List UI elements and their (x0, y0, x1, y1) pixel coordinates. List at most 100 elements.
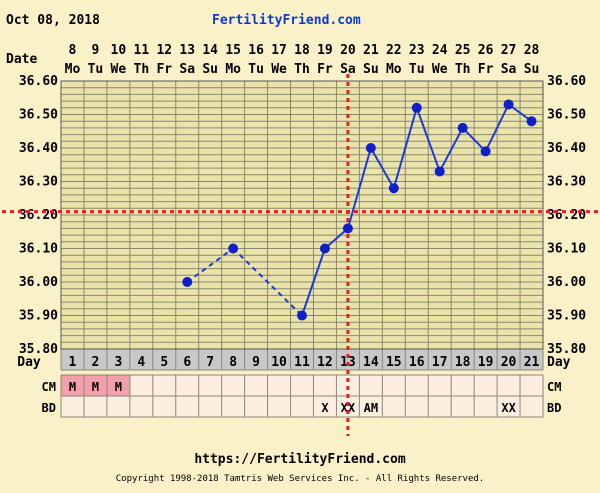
y-tick-label-left: 36.10 (19, 242, 58, 257)
temperature-point[interactable] (297, 310, 307, 321)
y-tick-label-right: 36.60 (547, 74, 586, 89)
date-label: 28 (524, 43, 540, 58)
cycle-day-label: 11 (294, 355, 310, 370)
cycle-day-label: 8 (229, 355, 237, 370)
temperature-point[interactable] (388, 183, 399, 194)
temperature-point[interactable] (503, 99, 514, 110)
bd-entry: XX (501, 401, 516, 415)
cm-row-bg (61, 375, 543, 396)
date-label: 8 (69, 43, 77, 58)
temperature-line (324, 227, 349, 250)
y-tick-label-right: 36.00 (547, 275, 586, 290)
y-tick-label-right: 35.90 (547, 309, 586, 324)
date-label: 15 (225, 43, 241, 58)
weekday-label: We (271, 62, 287, 77)
temperature-point[interactable] (480, 146, 491, 157)
bd-row-label-right: BD (547, 401, 561, 415)
cycle-day-label: 5 (160, 355, 168, 370)
temperature-point[interactable] (365, 143, 376, 153)
date-label: 23 (409, 43, 425, 58)
bd-entry: X (321, 401, 329, 415)
y-tick-label-right: 36.40 (547, 141, 586, 156)
weekday-label: We (432, 62, 448, 77)
cycle-day-label: 10 (271, 355, 287, 370)
date-label: 12 (156, 43, 172, 58)
date-label: 22 (386, 43, 402, 58)
cycle-day-label: 12 (317, 355, 333, 370)
weekday-label: Su (524, 62, 540, 77)
cm-entry: M (92, 380, 99, 394)
weekday-label: Mo (386, 62, 402, 77)
temperature-point[interactable] (434, 166, 445, 177)
y-tick-label-left: 36.00 (19, 275, 58, 290)
cm-row-label-left: CM (42, 380, 56, 394)
weekday-label: Th (455, 62, 471, 77)
cycle-day-label: 7 (206, 355, 214, 370)
temperature-line (301, 248, 326, 316)
weekday-label: Mo (225, 62, 241, 77)
plot-border (60, 80, 544, 350)
y-tick-label-right: 36.10 (547, 242, 586, 257)
cm-cell-fill (83, 375, 107, 396)
date-label: 20 (340, 43, 356, 58)
date-label: 19 (317, 43, 333, 58)
bd-row-label-left: BD (42, 401, 56, 415)
y-tick-label-left: 36.40 (19, 141, 58, 156)
date-label: 25 (455, 43, 471, 58)
cycle-day-label: 21 (524, 355, 540, 370)
weekday-label: Sa (501, 62, 517, 77)
temperature-point[interactable] (182, 277, 193, 287)
site-title[interactable]: FertilityFriend.com (212, 13, 361, 28)
temperature-point[interactable] (526, 116, 537, 127)
temperature-line (461, 127, 487, 153)
y-tick-label-right: 36.30 (547, 175, 586, 190)
day-row-label-left: Day (17, 355, 41, 370)
cm-entry: M (69, 380, 76, 394)
cycle-day-label: 14 (363, 355, 379, 370)
cm-entry: M (115, 380, 122, 394)
y-tick-label-left: 36.50 (19, 108, 58, 123)
weekday-label: Fr (317, 62, 333, 77)
date-row-label: Date (6, 52, 37, 67)
date-label: 10 (111, 43, 127, 58)
y-tick-label-left: 35.80 (19, 342, 58, 357)
weekday-label: Sa (179, 62, 195, 77)
cycle-day-label: 9 (252, 355, 260, 370)
copyright-text: Copyright 1998-2018 Tamtris Web Services… (115, 474, 485, 484)
temperature-line (369, 147, 395, 189)
cm-row-label-right: CM (547, 380, 561, 394)
temperature-point[interactable] (411, 102, 422, 113)
cycle-day-label: 4 (137, 355, 145, 370)
date-label: 17 (271, 43, 287, 58)
bd-entry: XX (341, 401, 356, 415)
temperature-line-dashed (232, 247, 303, 317)
temperature-point[interactable] (342, 223, 353, 234)
weekday-label: We (111, 62, 127, 77)
weekday-label: Mo (65, 62, 81, 77)
weekday-label: Th (294, 62, 310, 77)
weekday-label: Tu (409, 62, 425, 77)
temperature-point[interactable] (228, 243, 239, 254)
temperature-point[interactable] (457, 122, 468, 133)
cycle-day-label: 18 (455, 355, 471, 370)
y-tick-label-right: 35.80 (547, 342, 586, 357)
chart-date: Oct 08, 2018 (6, 13, 100, 28)
date-label: 11 (134, 43, 150, 58)
footer-url[interactable]: https://FertilityFriend.com (194, 452, 406, 467)
day-row-label-right: Day (547, 355, 571, 370)
cycle-day-label: 2 (92, 355, 100, 370)
date-label: 27 (501, 43, 517, 58)
bd-entry: AM (364, 401, 378, 415)
cycle-day-label: 6 (183, 355, 191, 370)
bd-row-bg (61, 396, 543, 417)
temperature-point[interactable] (319, 243, 330, 254)
date-label: 18 (294, 43, 310, 58)
temperature-line (484, 104, 510, 152)
cycle-day-label: 16 (409, 355, 425, 370)
cycle-day-label: 3 (114, 355, 122, 370)
date-label: 9 (92, 43, 100, 58)
weekday-label: Sa (340, 62, 356, 77)
temperature-line (346, 147, 372, 229)
y-tick-label-left: 36.30 (19, 175, 58, 190)
